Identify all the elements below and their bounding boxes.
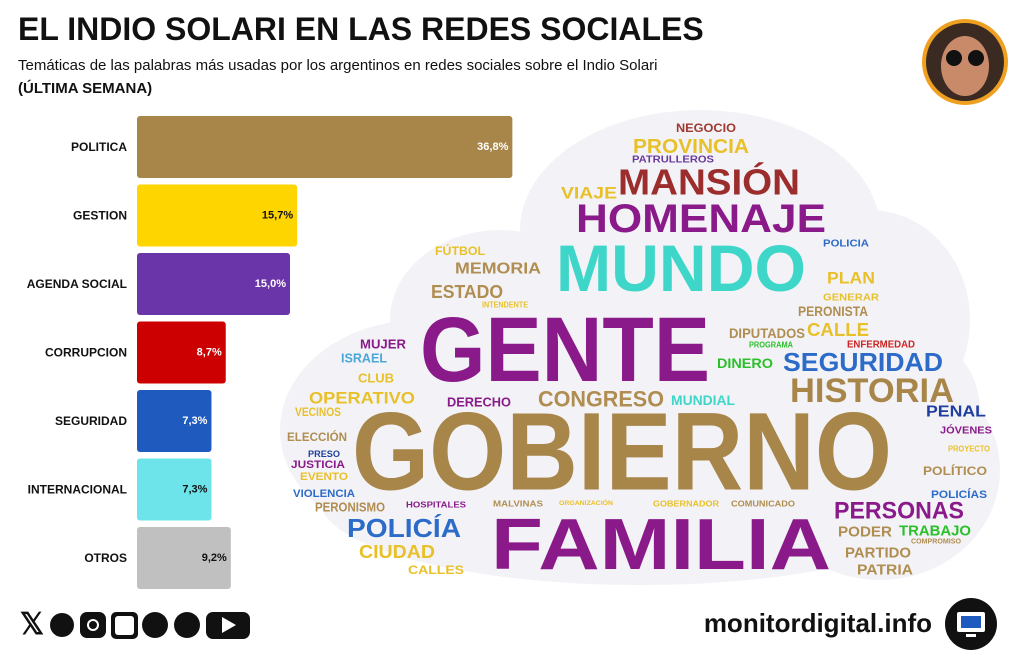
cloud-word: ORGANIZACIÓN [559,499,613,507]
cloud-word: TRABAJO [899,523,971,540]
value-label: 15,7% [262,210,293,222]
bar [137,390,212,452]
cloud-word: PLAN [827,269,875,288]
cloud-word: CALLE [807,320,869,340]
category-label: CORRUPCION [45,346,127,360]
bar [137,527,231,589]
category-label: INTERNACIONAL [28,483,127,497]
site-icon [945,598,997,650]
cloud-word: POLICIA [823,239,869,250]
cloud-word: GENTE [420,299,710,401]
cloud-word: NEGOCIO [676,121,736,135]
cloud-word: JUSTICIA [291,459,345,471]
bar [137,458,212,521]
period: (ÚLTIMA SEMANA) [18,79,152,97]
value-label: 36,8% [477,141,508,153]
category-label: GESTION [73,209,127,223]
cloud-word: POLÍTICO [923,463,987,478]
cloud-word: VECINOS [295,405,341,419]
cloud-word: MALVINAS [493,500,544,509]
cloud-word: EVENTO [300,471,348,483]
value-label: 7,3% [182,484,207,496]
cloud-word: HISTORIA [790,372,954,410]
cloud-word: DERECHO [447,395,511,410]
x-icon: 𝕏 [20,608,44,641]
value-label: 9,2% [202,552,227,564]
cloud-word: PROYECTO [948,445,990,454]
bar-chart: POLITICA 36,8% GESTION 15,7% AGENDA SOCIAL 15… [27,116,513,589]
cloud-word: MUNDIAL [671,392,735,408]
cloud-word: PROVINCIA [633,136,749,158]
category-label: OTROS [84,551,127,565]
cloud-word: CLUB [358,371,394,386]
value-label: 8,7% [197,347,222,359]
cloud-word: MEMORIA [455,261,541,278]
social-icons: 𝕏 [20,608,250,641]
value-label: 7,3% [182,415,207,427]
bar [137,116,513,178]
cloud-word: COMPROMISO [911,539,962,546]
cloud-word: PERSONAS [834,498,964,525]
cloud-word: SEGURIDAD [783,347,943,377]
cloud-word: DINERO [717,355,773,371]
cloud-word: HOMENAJE [576,197,826,241]
category-label: AGENDA SOCIAL [27,277,127,291]
category-label: SEGURIDAD [55,414,127,428]
bar [137,253,290,315]
category-label: POLITICA [71,140,127,154]
value-label: 15,0% [255,278,286,290]
cloud-word: COMUNICADO [731,500,795,509]
cloud-word: HOSPITALES [406,501,467,510]
cloud-word: INTENDENTE [482,301,529,310]
cloud-word: DIPUTADOS [729,325,805,341]
cloud-word: ISRAEL [341,351,387,366]
bar [137,321,226,384]
cloud-word: ENFERMEDAD [847,340,915,351]
cloud-shape [280,110,1000,585]
word-cloud: NEGOCIOPROVINCIAPATRULLEROSMANSIÓNVIAJEH… [287,121,992,585]
cloud-word: ELECCIÓN [287,429,347,444]
cloud-word: PROGRAMA [749,341,793,350]
cloud-word: PATRIA [857,562,913,579]
cloud-word: PERONISTA [798,303,868,319]
cloud-word: POLICÍA [347,513,461,543]
cloud-word: PARTIDO [845,545,911,562]
subtitle: Temáticas de las palabras más usadas por… [18,57,658,74]
cloud-word: VIOLENCIA [293,488,355,500]
cloud-word: FÚTBOL [435,243,485,258]
cloud-word: JÓVENES [940,424,992,437]
title: EL INDIO SOLARI EN LAS REDES SOCIALES [18,11,704,47]
cloud-word: GOBIERNO [352,391,892,514]
cloud-word: MUNDO [556,231,806,305]
cloud-word: GENERAR [823,293,880,304]
cloud-word: ESTADO [431,282,503,302]
cloud-word: OPERATIVO [309,389,415,408]
cloud-word: PENAL [926,404,986,421]
cloud-word: PRESO [308,449,340,459]
bar [137,184,298,247]
cloud-word: PERONISMO [315,500,385,515]
cloud-word: CIUDAD [359,542,435,562]
cloud-word: FAMILIA [491,505,831,585]
cloud-word: MANSIÓN [618,161,800,203]
cloud-word: CONGRESO [538,387,664,412]
cloud-word: CALLES [408,563,464,577]
cloud-word: VIAJE [561,184,617,203]
avatar [922,19,1008,105]
site-name: monitordigital.info [704,608,932,638]
cloud-word: POLICÍAS [931,488,987,501]
cloud-word: MUJER [360,337,407,352]
cloud-word: PATRULLEROS [632,155,714,166]
cloud-word: GOBERNADOR [653,500,719,509]
cloud-word: PODER [838,524,892,541]
